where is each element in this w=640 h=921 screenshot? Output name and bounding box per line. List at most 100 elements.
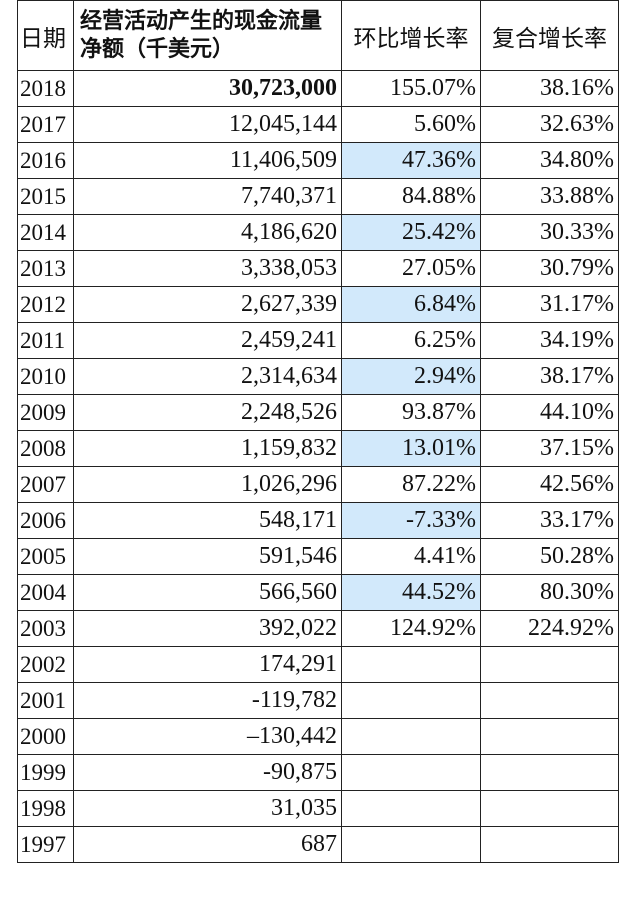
table-row: 2006 548,171 -7.33% 33.17% xyxy=(17,502,619,539)
table-row: 2016 11,406,509 47.36% 34.80% xyxy=(17,142,619,179)
table-row: 1998 31,035 xyxy=(17,790,619,827)
year-cell: 2001 xyxy=(17,682,74,719)
cash-flow-cell: 174,291 xyxy=(73,646,342,683)
table-row: 2010 2,314,634 2.94% 38.17% xyxy=(17,358,619,395)
mom-growth-cell-highlighted: 25.42% xyxy=(341,214,481,251)
year-cell: 2000 xyxy=(17,718,74,755)
cagr-cell xyxy=(480,682,619,719)
mom-growth-cell: 5.60% xyxy=(341,106,481,143)
cagr-cell: 30.79% xyxy=(480,250,619,287)
mom-growth-cell xyxy=(341,826,481,863)
cagr-cell: 33.17% xyxy=(480,502,619,539)
cagr-cell: 32.63% xyxy=(480,106,619,143)
mom-growth-cell xyxy=(341,718,481,755)
year-cell: 2017 xyxy=(17,106,74,143)
table-row: 1999 -90,875 xyxy=(17,754,619,791)
table-row: 2002 174,291 xyxy=(17,646,619,683)
mom-growth-cell xyxy=(341,682,481,719)
header-cash-flow: 经营活动产生的现金流量净额（千美元） xyxy=(73,0,342,71)
cagr-cell xyxy=(480,754,619,791)
cagr-cell: 30.33% xyxy=(480,214,619,251)
mom-growth-cell-highlighted: 13.01% xyxy=(341,430,481,467)
mom-growth-cell: 27.05% xyxy=(341,250,481,287)
cagr-cell xyxy=(480,646,619,683)
year-cell: 2004 xyxy=(17,574,74,611)
year-cell: 2005 xyxy=(17,538,74,575)
cagr-cell: 33.88% xyxy=(480,178,619,215)
year-cell: 2008 xyxy=(17,430,74,467)
mom-growth-cell: 87.22% xyxy=(341,466,481,503)
cash-flow-cell: –130,442 xyxy=(73,718,342,755)
cash-flow-cell: 11,406,509 xyxy=(73,142,342,179)
year-cell: 2009 xyxy=(17,394,74,431)
table-row: 2014 4,186,620 25.42% 30.33% xyxy=(17,214,619,251)
cash-flow-cell: 1,026,296 xyxy=(73,466,342,503)
table-row: 2013 3,338,053 27.05% 30.79% xyxy=(17,250,619,287)
cash-flow-cell: 687 xyxy=(73,826,342,863)
table-row: 2012 2,627,339 6.84% 31.17% xyxy=(17,286,619,323)
cash-flow-cell: 591,546 xyxy=(73,538,342,575)
cagr-cell: 224.92% xyxy=(480,610,619,647)
mom-growth-cell-highlighted: 47.36% xyxy=(341,142,481,179)
cash-flow-cell: 1,159,832 xyxy=(73,430,342,467)
cash-flow-cell: 7,740,371 xyxy=(73,178,342,215)
year-cell: 2002 xyxy=(17,646,74,683)
cagr-cell: 42.56% xyxy=(480,466,619,503)
year-cell: 2014 xyxy=(17,214,74,251)
table-row: 1997 687 xyxy=(17,826,619,863)
cash-flow-table: 日期 经营活动产生的现金流量净额（千美元） 环比增长率 复合增长率 2018 3… xyxy=(17,0,619,863)
cash-flow-cell: 4,186,620 xyxy=(73,214,342,251)
cash-flow-cell: -119,782 xyxy=(73,682,342,719)
cash-flow-cell: 3,338,053 xyxy=(73,250,342,287)
year-cell: 2011 xyxy=(17,322,74,359)
cagr-cell: 34.19% xyxy=(480,322,619,359)
cash-flow-cell: 392,022 xyxy=(73,610,342,647)
year-cell: 2013 xyxy=(17,250,74,287)
mom-growth-cell: 124.92% xyxy=(341,610,481,647)
cagr-cell: 38.16% xyxy=(480,70,619,107)
cash-flow-cell: 2,459,241 xyxy=(73,322,342,359)
cash-flow-cell: 566,560 xyxy=(73,574,342,611)
mom-growth-cell: 155.07% xyxy=(341,70,481,107)
table-row: 2008 1,159,832 13.01% 37.15% xyxy=(17,430,619,467)
cagr-cell: 50.28% xyxy=(480,538,619,575)
table-row: 2011 2,459,241 6.25% 34.19% xyxy=(17,322,619,359)
mom-growth-cell xyxy=(341,790,481,827)
mom-growth-cell-highlighted: 44.52% xyxy=(341,574,481,611)
table-row: 2017 12,045,144 5.60% 32.63% xyxy=(17,106,619,143)
cagr-cell: 37.15% xyxy=(480,430,619,467)
mom-growth-cell-highlighted: 2.94% xyxy=(341,358,481,395)
year-cell: 1999 xyxy=(17,754,74,791)
table-row: 2001 -119,782 xyxy=(17,682,619,719)
cagr-cell: 38.17% xyxy=(480,358,619,395)
table-row: 2015 7,740,371 84.88% 33.88% xyxy=(17,178,619,215)
table-row: 2000 –130,442 xyxy=(17,718,619,755)
table-row: 2003 392,022 124.92% 224.92% xyxy=(17,610,619,647)
cagr-cell xyxy=(480,826,619,863)
header-mom-growth: 环比增长率 xyxy=(341,0,481,71)
mom-growth-cell: 84.88% xyxy=(341,178,481,215)
mom-growth-cell xyxy=(341,646,481,683)
year-cell: 1997 xyxy=(17,826,74,863)
cash-flow-cell: 2,314,634 xyxy=(73,358,342,395)
year-cell: 1998 xyxy=(17,790,74,827)
header-row: 日期 经营活动产生的现金流量净额（千美元） 环比增长率 复合增长率 xyxy=(17,0,619,71)
mom-growth-cell: 4.41% xyxy=(341,538,481,575)
mom-growth-cell: 93.87% xyxy=(341,394,481,431)
table-row: 2004 566,560 44.52% 80.30% xyxy=(17,574,619,611)
cash-flow-cell: 30,723,000 xyxy=(73,70,342,107)
table-row: 2009 2,248,526 93.87% 44.10% xyxy=(17,394,619,431)
cagr-cell xyxy=(480,718,619,755)
mom-growth-cell xyxy=(341,754,481,791)
cash-flow-cell: 12,045,144 xyxy=(73,106,342,143)
cash-flow-cell: 2,627,339 xyxy=(73,286,342,323)
cash-flow-cell: 31,035 xyxy=(73,790,342,827)
cash-flow-cell: -90,875 xyxy=(73,754,342,791)
table-row: 2007 1,026,296 87.22% 42.56% xyxy=(17,466,619,503)
header-cagr: 复合增长率 xyxy=(480,0,619,71)
cash-flow-cell: 2,248,526 xyxy=(73,394,342,431)
cagr-cell: 34.80% xyxy=(480,142,619,179)
year-cell: 2003 xyxy=(17,610,74,647)
mom-growth-cell-highlighted: -7.33% xyxy=(341,502,481,539)
year-cell: 2007 xyxy=(17,466,74,503)
